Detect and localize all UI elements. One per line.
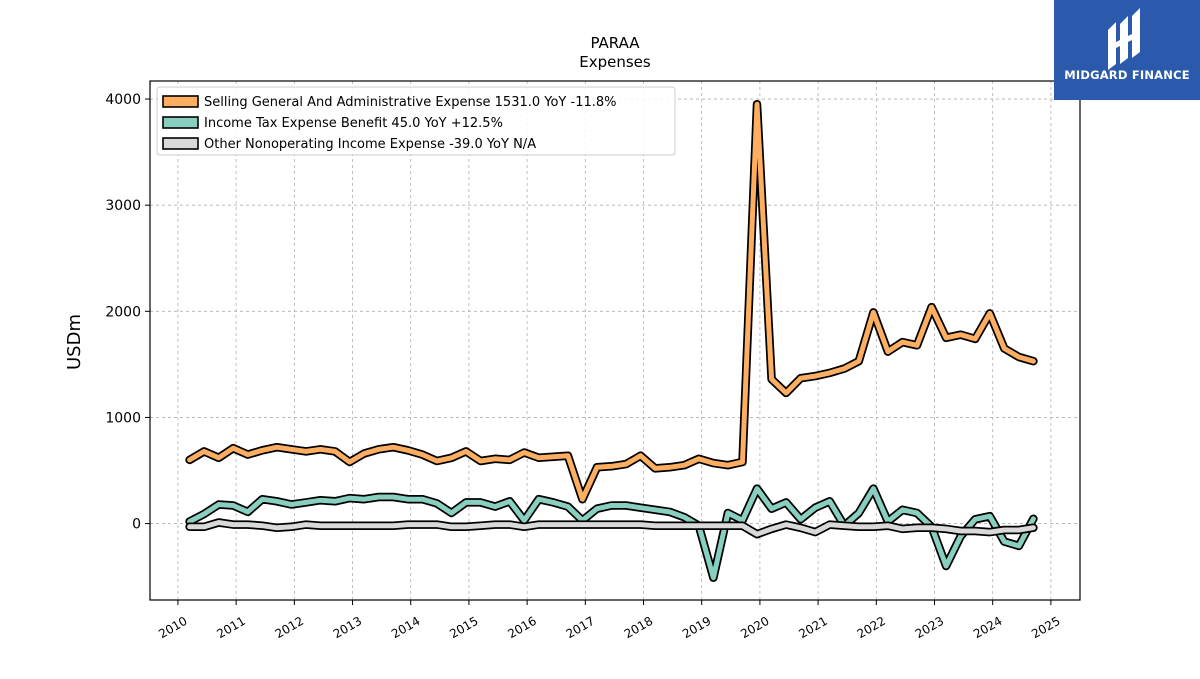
midgard-logo-icon [1108,8,1140,70]
legend-entry-label: Other Nonoperating Income Expense -39.0 … [204,137,536,152]
legend-swatch [162,95,199,108]
y-tick-label: 3000 [105,198,141,214]
x-tick-label: 2018 [622,614,655,641]
chart-subtitle: Expenses [579,53,651,71]
x-tick-label: 2014 [389,614,422,641]
y-axis-label: USDm [64,314,85,370]
series-0-line [187,101,1036,502]
y-tick-label: 4000 [105,92,141,108]
x-tick-label: 2025 [1029,614,1062,641]
x-tick-label: 2015 [447,614,480,641]
axis-ticks: 2010 2011 2012 2013 2014 2015 2016 2017 2018 2019… [105,92,1062,641]
y-tick-label: 0 [132,517,141,533]
y-tick-label: 1000 [105,410,141,426]
x-tick-label: 2017 [564,614,597,641]
x-tick-label: 2013 [331,614,364,641]
legend-swatch [162,116,199,129]
series-0-outline [185,100,1038,504]
series-lines [185,100,1038,582]
logo-text: MIDGARD FINANCE [1064,68,1190,82]
legend-entry-label: Income Tax Expense Benefit 45.0 YoY +12.… [204,116,503,131]
x-tick-label: 2010 [156,614,189,641]
y-tick-label: 2000 [105,304,141,320]
series-1-line [187,486,1036,581]
x-tick-label: 2012 [273,614,306,641]
legend-box [156,86,676,156]
legend-entry-label: Selling General And Administrative Expen… [204,95,617,110]
x-tick-label: 2016 [505,614,538,641]
x-tick-label: 2011 [214,614,247,641]
x-tick-label: 2019 [680,614,713,641]
x-tick-label: 2021 [796,614,829,641]
midgard-finance-logo: MIDGARD FINANCE [1054,0,1200,100]
chart-title: PARAA [590,34,640,52]
x-tick-label: 2020 [738,614,771,641]
x-tick-label: 2022 [855,614,888,641]
series-2-line [187,520,1036,537]
legend: Selling General And Administrative Expen… [156,86,676,156]
plot-frame [149,80,1081,601]
legend-swatch [162,137,199,150]
x-tick-label: 2023 [913,614,946,641]
x-tick-label: 2024 [971,614,1004,641]
